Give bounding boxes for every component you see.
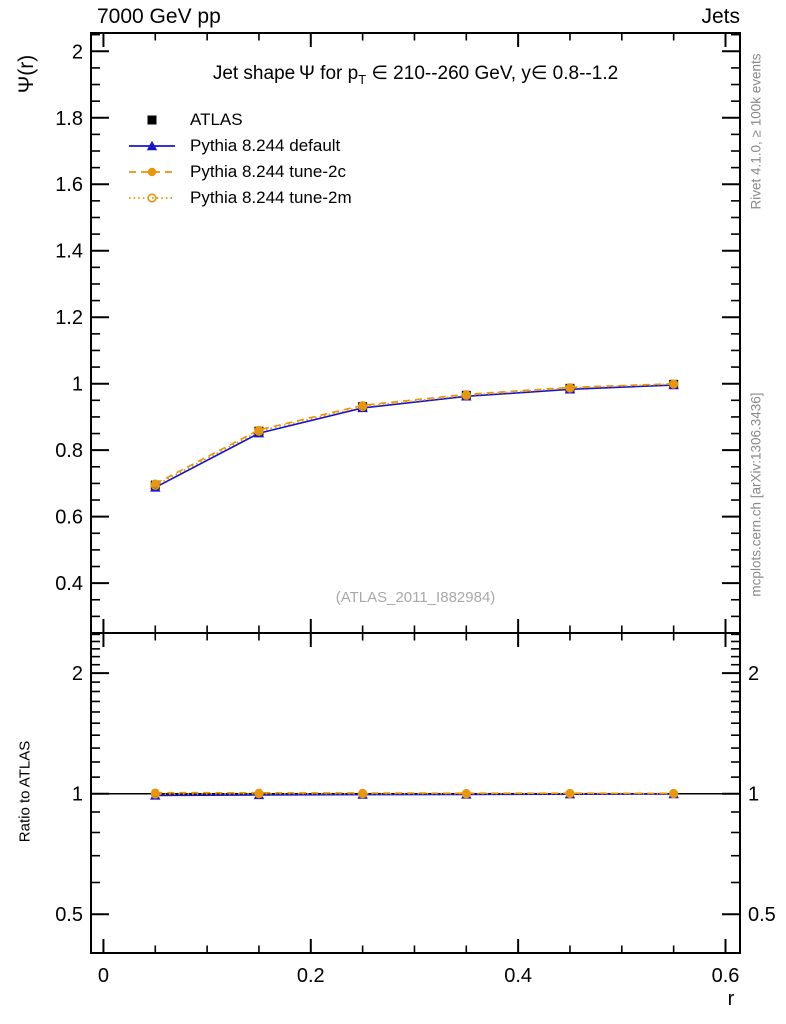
svg-text:0: 0	[98, 965, 109, 987]
svg-text:1.4: 1.4	[55, 241, 83, 263]
svg-text:0.5: 0.5	[748, 904, 776, 926]
atlas-square-marker-icon	[128, 111, 176, 129]
plot-title-part2: ∈ 210--260 GeV, y∈ 0.8--1.2	[366, 63, 619, 84]
plot-title-subscript: T	[358, 71, 367, 87]
svg-text:1.6: 1.6	[55, 174, 83, 196]
svg-text:0.6: 0.6	[712, 965, 740, 987]
svg-text:0.2: 0.2	[297, 965, 325, 987]
rivet-version-note: Rivet 4.1.0, ≥ 100k events	[748, 53, 764, 210]
svg-text:1.8: 1.8	[55, 108, 83, 130]
legend-item-pythia-tune2c: Pythia 8.244 tune-2c	[128, 159, 352, 185]
legend-label-pythia-tune2c: Pythia 8.244 tune-2c	[190, 162, 346, 181]
ratio-y-axis-label: Ratio to ATLAS	[16, 740, 34, 843]
x-axis-label: r	[727, 988, 735, 1010]
svg-text:1.2: 1.2	[55, 307, 83, 329]
svg-text:2: 2	[748, 663, 759, 685]
analysis-id-watermark: (ATLAS_2011_I882984)	[335, 589, 496, 606]
legend-label-atlas: ATLAS	[190, 110, 243, 129]
legend-item-pythia-tune2m: Pythia 8.244 tune-2m	[128, 185, 352, 211]
svg-text:0.4: 0.4	[55, 573, 83, 595]
svg-text:0.8: 0.8	[55, 440, 83, 462]
plot-title: Jet shape Ψ for pT ∈ 210--260 GeV, y∈ 0.…	[91, 62, 740, 87]
svg-text:2: 2	[72, 41, 83, 63]
plot-title-part1: Jet shape Ψ for p	[212, 63, 359, 84]
svg-text:2: 2	[72, 663, 83, 685]
mcplots-arxiv-note: mcplots.cern.ch [arXiv:1306.3436]	[748, 392, 764, 597]
beam-energy-label: 7000 GeV pp	[97, 5, 221, 28]
legend-item-pythia-default: Pythia 8.244 default	[128, 133, 352, 159]
main-y-axis-label: Ψ(r)	[15, 54, 38, 94]
analysis-group-label: Jets	[701, 5, 740, 28]
legend-label-pythia-tune2m: Pythia 8.244 tune-2m	[190, 188, 352, 207]
legend-item-atlas: ATLAS	[128, 107, 352, 133]
svg-text:1: 1	[72, 374, 83, 396]
svg-text:1: 1	[748, 784, 759, 806]
pythia-tune2c-circle-marker-icon	[128, 163, 176, 181]
svg-text:0.6: 0.6	[55, 507, 83, 529]
pythia-tune2m-open-circle-marker-icon	[128, 189, 176, 207]
legend-label-pythia-default: Pythia 8.244 default	[190, 136, 341, 155]
svg-text:1: 1	[72, 784, 83, 806]
legend: ATLAS Pythia 8.244 default Pythia 8.244 …	[128, 107, 352, 211]
svg-text:0.5: 0.5	[55, 904, 83, 926]
pythia-default-triangle-marker-icon	[128, 137, 176, 155]
svg-text:0.4: 0.4	[504, 965, 532, 987]
